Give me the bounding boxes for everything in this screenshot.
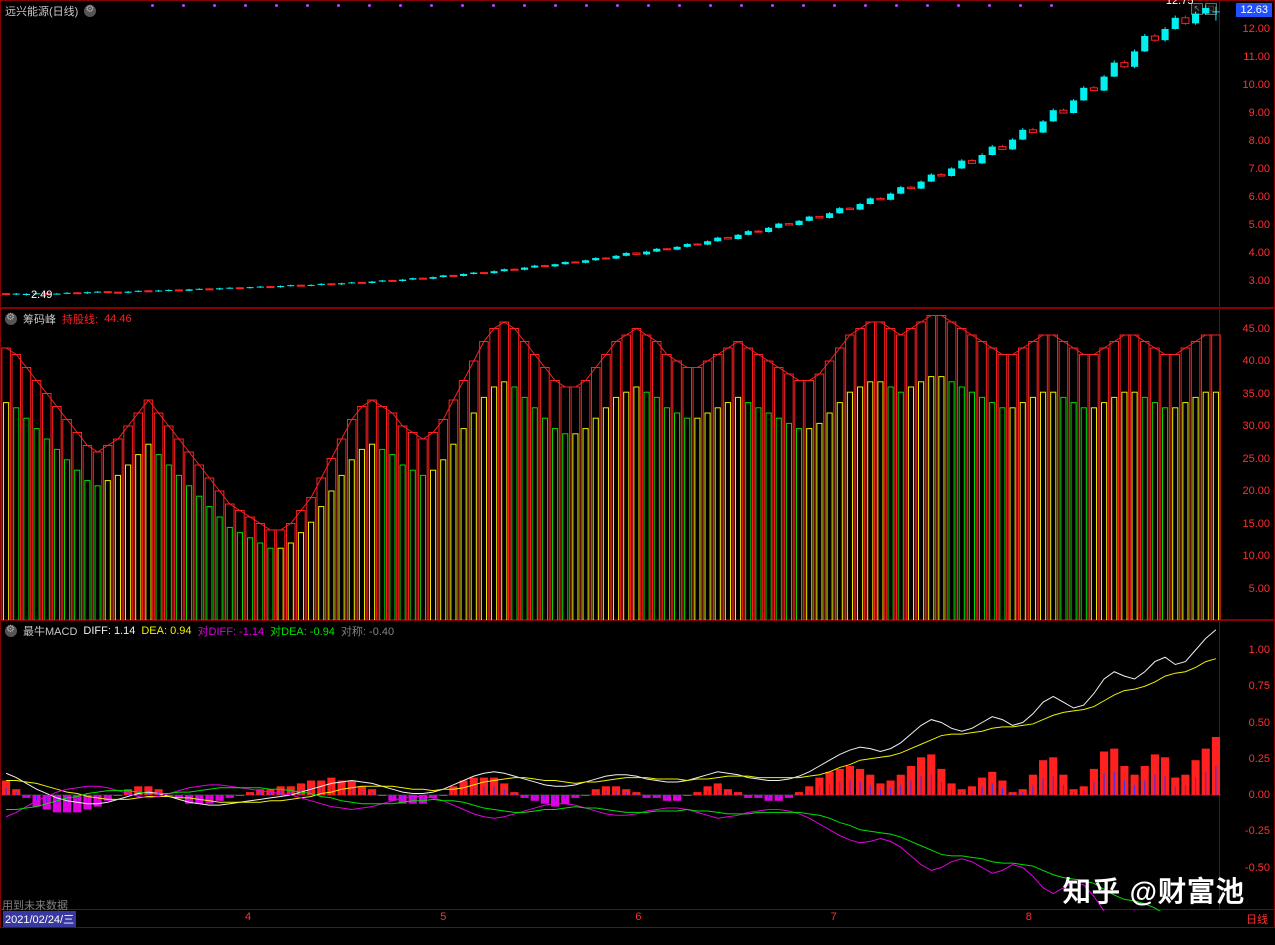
gear-icon[interactable] [5,625,17,637]
ytick: 45.00 [1242,323,1270,335]
ytick: 4.00 [1249,247,1270,259]
ytick: 20.00 [1242,485,1270,497]
ytick: 40.00 [1242,355,1270,367]
stock-title: 远兴能源(日线) [5,3,78,19]
macd-label: 对DEA: -0.94 [270,623,335,639]
macd-label: 对称: -0.40 [341,623,394,639]
ytick: 15.00 [1242,518,1270,530]
ytick: 6.00 [1249,191,1270,203]
macd-label: DEA: 0.94 [141,625,191,637]
current-price-badge: 12.63 [1236,3,1272,17]
ytick: 0.00 [1249,789,1270,801]
gear-icon[interactable] [84,5,96,17]
macd-panel[interactable]: 最牛MACD DIFF: 1.14 DEA: 0.94 对DIFF: -1.14 对DE… [0,620,1275,910]
date-highlight: 2021/02/24/三 [3,911,76,927]
macd-chart[interactable] [1,621,1221,911]
ytick: 0.25 [1249,753,1270,765]
ytick: 5.00 [1249,219,1270,231]
signature: 知乎 @财富池 [1063,870,1245,910]
xaxis-tick: 4 [245,911,251,923]
ytick: 7.00 [1249,163,1270,175]
ytick: 25.00 [1242,453,1270,465]
xaxis-right-label: 日线 [1246,911,1268,927]
xaxis-tick: 8 [1026,911,1032,923]
panel3-header: 最牛MACD DIFF: 1.14 DEA: 0.94 对DIFF: -1.14 对DE… [5,623,394,639]
ytick: 0.75 [1249,680,1270,692]
ytick: 1.00 [1249,644,1270,656]
ytick: -0.50 [1245,862,1270,874]
panel3-yaxis: 1.00 0.75 0.50 0.25 0.00 -0.25 -0.50 [1219,621,1274,909]
ytick: 12.00 [1242,23,1270,35]
candlestick-panel[interactable]: 远兴能源(日线)↖□12.0011.0010.009.008.007.006.0… [0,0,1275,308]
panel3-title: 最牛MACD [23,623,77,639]
ytick: 10.00 [1242,79,1270,91]
gear-icon[interactable] [5,313,17,325]
chips-chart[interactable] [1,309,1221,621]
xaxis: 2021/02/24/三 4 5 6 7 8 日线 [0,910,1275,928]
chips-panel[interactable]: 筹码峰持股线: 44.46 45.00 40.00 35.00 30.00 25.00 20.… [0,308,1275,620]
ytick: 35.00 [1242,388,1270,400]
ytick: 30.00 [1242,420,1270,432]
panel2-title: 筹码峰 [23,311,56,327]
xaxis-tick: 7 [831,911,837,923]
ytick: 3.00 [1249,275,1270,287]
low-price-label: 2.49 [31,289,52,301]
chips-sub-label: 持股线: [62,311,98,327]
ytick: -0.25 [1245,825,1270,837]
macd-label: DIFF: 1.14 [83,625,135,637]
macd-label: 对DIFF: -1.14 [198,623,265,639]
high-price-label: 12.75 [1166,0,1194,7]
ytick: 10.00 [1242,550,1270,562]
ytick: 0.50 [1249,717,1270,729]
panel1-yaxis: 12.00 11.00 10.00 9.00 8.00 7.00 6.00 5.00 4.00 3… [1219,1,1274,307]
candlestick-chart[interactable] [1,1,1221,309]
ytick: 11.00 [1243,51,1270,63]
ytick: 5.00 [1249,583,1270,595]
ytick: 8.00 [1249,135,1270,147]
panel1-header: 远兴能源(日线) [5,3,96,19]
panel2-header: 筹码峰持股线: 44.46 [5,311,132,327]
ytick: 9.00 [1249,107,1270,119]
xaxis-tick: 5 [440,911,446,923]
xaxis-tick: 6 [635,911,641,923]
panel2-yaxis: 45.00 40.00 35.00 30.00 25.00 20.00 15.00 10.00… [1219,309,1274,619]
chips-sub-value: 44.46 [104,313,132,325]
